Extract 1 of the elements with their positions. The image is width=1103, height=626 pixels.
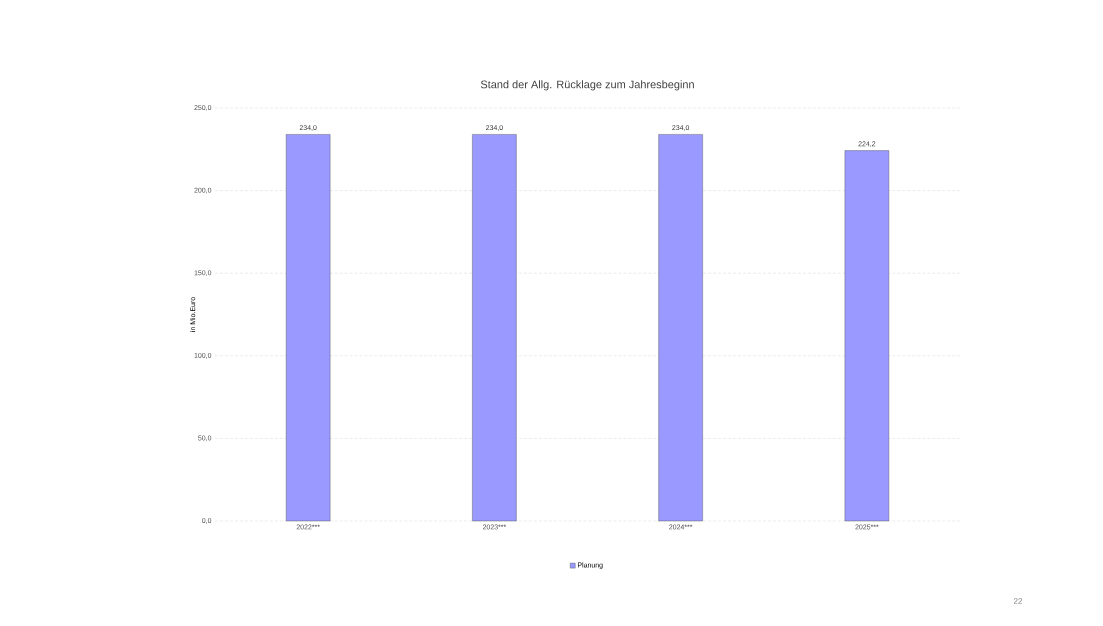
chart-title: Stand der Allg. Rücklage zum Jahresbeginn	[480, 80, 694, 91]
